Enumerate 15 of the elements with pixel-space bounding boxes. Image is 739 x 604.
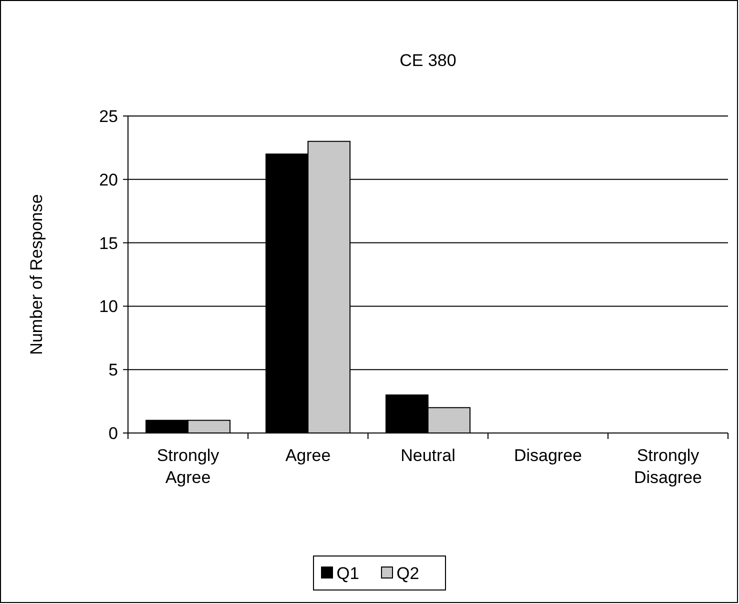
x-tick-label: Strongly Agree	[156, 446, 220, 487]
y-tick-label: 20	[99, 170, 118, 190]
x-tick-label: Neutral	[400, 446, 456, 465]
y-tick-label: 10	[99, 297, 118, 316]
legend-label: Q2	[396, 564, 420, 583]
y-tick-label: 25	[99, 106, 118, 126]
x-tick-label: Disagree	[514, 446, 582, 465]
x-tick-label: Strongly Disagree	[634, 446, 702, 487]
y-axis-title: Number of Response	[27, 194, 46, 355]
chart-title: CE 380	[400, 51, 456, 70]
x-tick-label: Agree	[285, 446, 331, 465]
legend-label: Q1	[336, 564, 360, 583]
y-tick-label: 5	[108, 360, 118, 380]
y-tick-label: 0	[108, 424, 118, 443]
y-tick-label: 15	[99, 234, 118, 253]
